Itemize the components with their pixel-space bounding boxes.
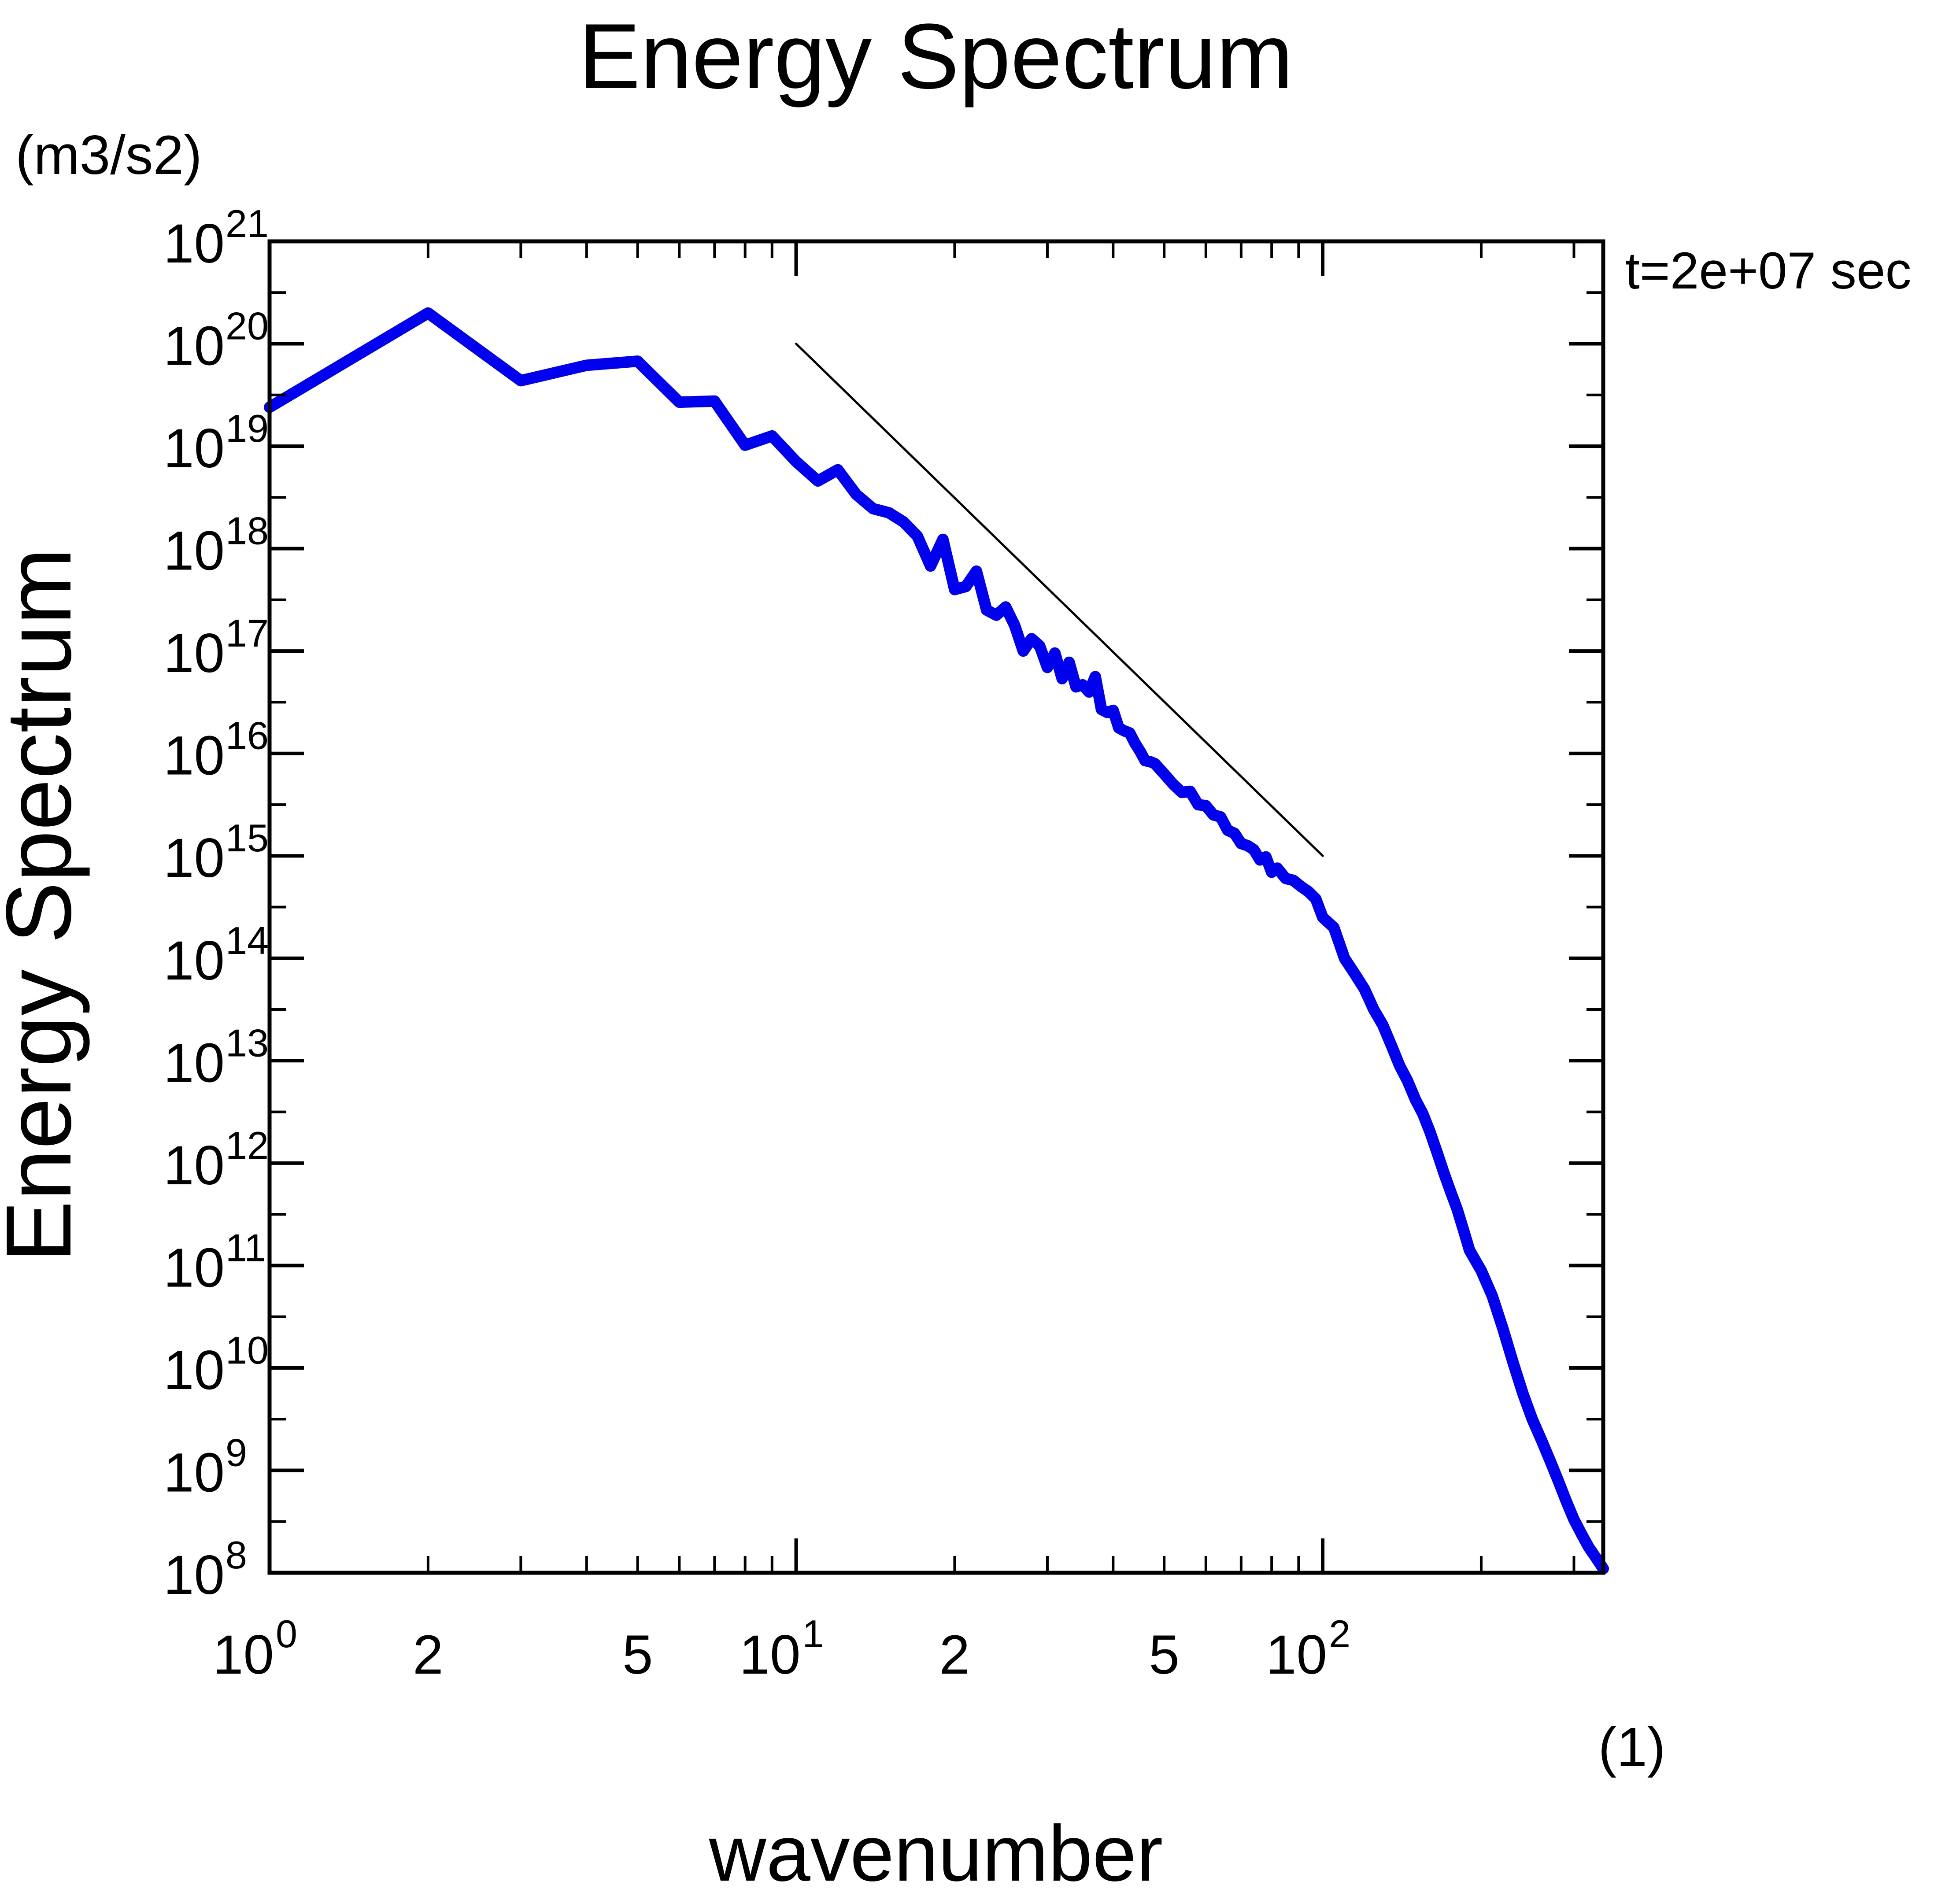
- time-annotation: t=2e+07 sec: [1625, 242, 1912, 300]
- x-tick-exponent: 0: [276, 1612, 297, 1656]
- y-tick-label: 10: [163, 1237, 225, 1298]
- x-tick-exponent: 1: [802, 1612, 824, 1656]
- y-tick-label: 10: [163, 725, 225, 787]
- chart-title: Energy Spectrum: [579, 4, 1293, 108]
- y-tick-label: 10: [163, 418, 225, 479]
- y-tick-label: 10: [163, 521, 225, 582]
- y-tick-exponent: 10: [226, 1328, 269, 1372]
- y-tick-label: 10: [163, 623, 225, 684]
- plot-frame: [267, 239, 1605, 1575]
- y-tick-exponent: 20: [226, 304, 269, 348]
- y-tick-label: 10: [163, 1032, 225, 1094]
- y-tick-exponent: 9: [226, 1431, 247, 1474]
- y-tick-exponent: 17: [226, 611, 269, 655]
- x-tick-label: 5: [622, 1624, 653, 1686]
- x-tick-label: 2: [413, 1624, 444, 1686]
- y-tick-exponent: 8: [226, 1533, 247, 1577]
- y-tick-label: 10: [163, 1135, 225, 1196]
- y-tick-label: 10: [163, 930, 225, 991]
- y-tick-exponent: 16: [226, 714, 269, 758]
- y-tick-label: 10: [163, 1545, 225, 1606]
- x-axis-label: wavenumber: [709, 1809, 1163, 1889]
- y-tick-exponent: 13: [226, 1021, 269, 1065]
- x-axis-units: (1): [1598, 1717, 1666, 1778]
- y-tick-exponent: 14: [226, 919, 269, 962]
- plot-area: [264, 307, 1609, 1575]
- x-tick-label: 10: [213, 1624, 274, 1686]
- y-axis-label: Energy Spectrum: [0, 548, 90, 1262]
- y-tick-label: 10: [163, 213, 225, 274]
- y-tick-exponent: 19: [226, 407, 269, 450]
- x-tick-exponent: 2: [1329, 1612, 1350, 1656]
- y-tick-exponent: 12: [226, 1124, 269, 1167]
- y-tick-exponent: 21: [226, 202, 269, 245]
- reference-slope-line: [795, 343, 1324, 857]
- y-tick-label: 10: [163, 828, 225, 889]
- x-tick-label: 5: [1149, 1624, 1180, 1686]
- x-tick-label: 10: [739, 1624, 800, 1686]
- y-tick-label: 10: [163, 316, 225, 377]
- y-tick-exponent: 18: [226, 509, 269, 553]
- y-tick-exponent: 15: [226, 816, 269, 860]
- y-tick-label: 10: [163, 1340, 225, 1401]
- x-tick-label: 2: [939, 1624, 970, 1686]
- x-tick-label: 10: [1266, 1624, 1327, 1686]
- y-tick-label: 10: [163, 1442, 225, 1503]
- y-axis-units: (m3/s2): [15, 125, 202, 186]
- spectrum-line: [264, 307, 1609, 1575]
- y-tick-exponent: 11: [226, 1226, 266, 1269]
- x-axis-ticks: 10 0 2 5 10 1 2 5 10 2: [213, 241, 1575, 1686]
